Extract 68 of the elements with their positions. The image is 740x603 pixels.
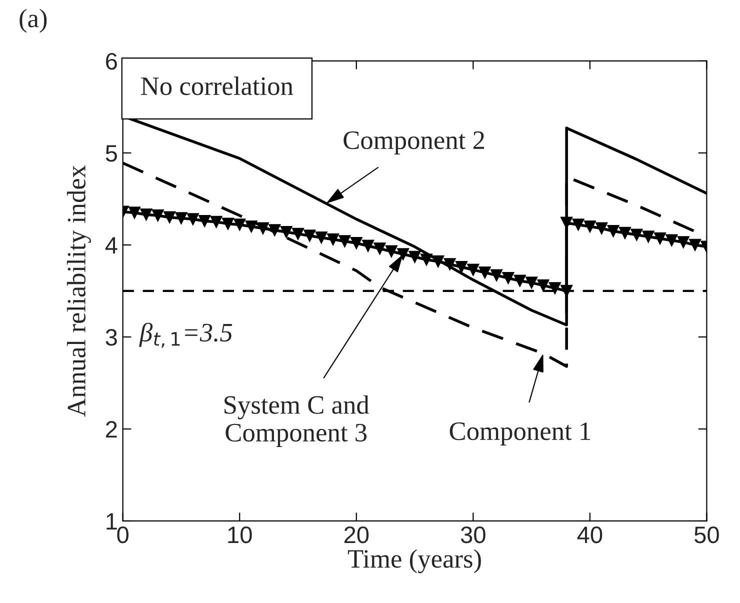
x-tick-label: 40 bbox=[577, 526, 602, 544]
point bbox=[677, 236, 690, 248]
x-tick-label: 20 bbox=[344, 526, 369, 544]
point bbox=[186, 213, 199, 226]
point bbox=[245, 220, 258, 233]
x-tick-label: 10 bbox=[228, 526, 252, 544]
point bbox=[408, 250, 421, 263]
y-tick-label: 5 bbox=[106, 145, 117, 162]
point bbox=[128, 206, 141, 219]
point bbox=[210, 216, 222, 228]
point bbox=[397, 248, 410, 260]
point bbox=[152, 209, 164, 222]
annotation: Component 2 bbox=[344, 131, 484, 154]
point bbox=[280, 226, 292, 238]
annotation: Component 1 bbox=[450, 422, 590, 446]
point bbox=[326, 233, 340, 246]
point bbox=[596, 222, 608, 234]
point bbox=[268, 224, 281, 236]
y-tick-label: 2 bbox=[106, 421, 117, 438]
point bbox=[654, 232, 666, 245]
point bbox=[222, 218, 234, 230]
annotation: No correlation bbox=[141, 76, 294, 96]
point bbox=[584, 220, 596, 233]
point bbox=[618, 226, 632, 240]
point bbox=[688, 238, 702, 252]
point bbox=[256, 222, 270, 234]
point bbox=[292, 228, 304, 240]
point bbox=[198, 214, 211, 228]
point bbox=[140, 208, 152, 221]
point bbox=[350, 237, 362, 250]
point bbox=[163, 211, 176, 224]
point bbox=[304, 230, 316, 242]
y-axis-title: Annual reliability index bbox=[66, 165, 91, 417]
text: (a) bbox=[20, 8, 47, 33]
point bbox=[630, 228, 643, 241]
y-tick-label: 6 bbox=[106, 52, 117, 70]
point bbox=[502, 272, 514, 284]
y-tick-label: 1 bbox=[106, 513, 117, 530]
x-tick-label: 0 bbox=[117, 526, 128, 544]
annotation: System C and Component 3 bbox=[224, 395, 370, 447]
point bbox=[234, 218, 246, 231]
point bbox=[338, 235, 351, 248]
point bbox=[642, 230, 654, 243]
point bbox=[455, 260, 468, 274]
point bbox=[315, 232, 328, 244]
point bbox=[548, 282, 561, 294]
point bbox=[572, 218, 584, 231]
y-tick-label: 3 bbox=[106, 329, 117, 346]
point bbox=[374, 242, 386, 255]
point bbox=[385, 245, 398, 258]
point bbox=[490, 269, 503, 282]
x-tick-label: 30 bbox=[460, 526, 486, 544]
ref-line-label: β$_{t,1}$=3.5 bbox=[139, 322, 232, 348]
point bbox=[175, 212, 188, 224]
x-tick-label: 50 bbox=[694, 526, 719, 544]
point bbox=[514, 274, 526, 287]
point bbox=[444, 258, 456, 270]
point bbox=[467, 264, 480, 276]
point bbox=[607, 225, 620, 238]
x-axis-title: Time (years) bbox=[348, 549, 481, 574]
point bbox=[525, 276, 538, 289]
point bbox=[432, 255, 444, 268]
point bbox=[420, 254, 433, 266]
point bbox=[666, 234, 678, 246]
point bbox=[537, 279, 550, 292]
point bbox=[478, 266, 491, 279]
y-tick-label: 4 bbox=[105, 237, 118, 254]
point bbox=[362, 240, 374, 252]
